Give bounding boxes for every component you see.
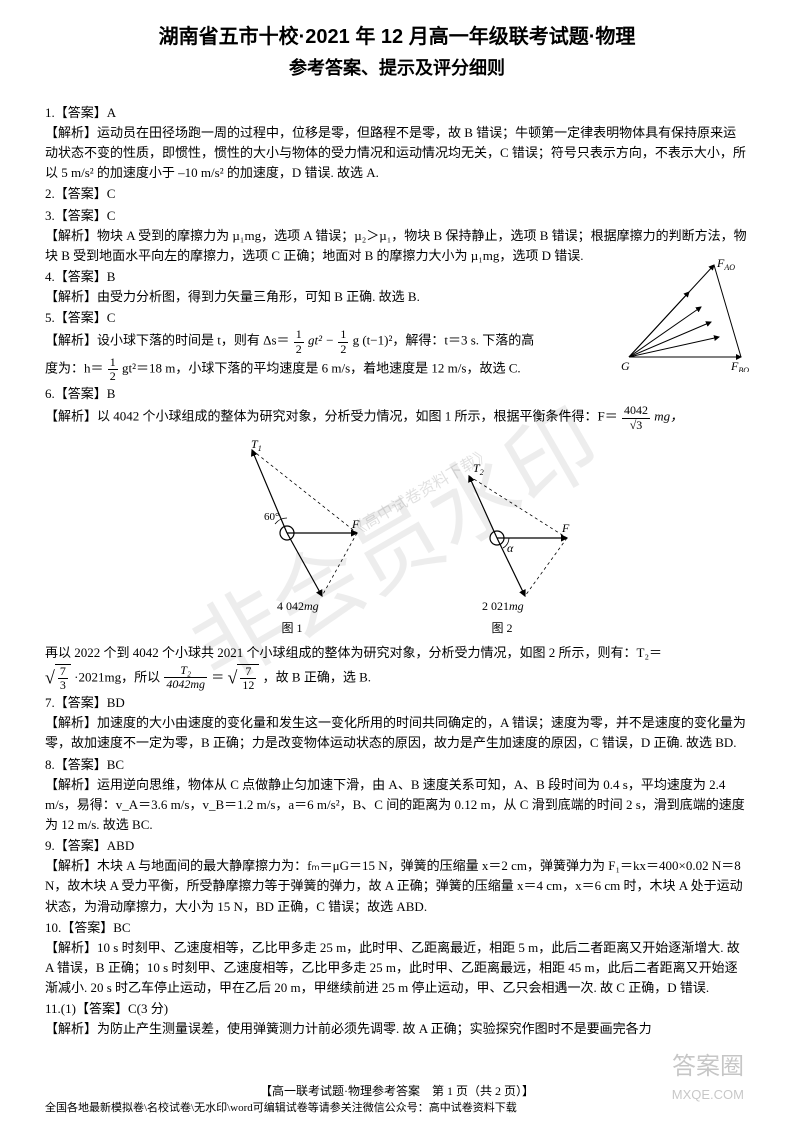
q7: 7.【答案】BD 【解析】加速度的大小由速度的变化量和发生这一变化所用的时间共同… [45,693,749,753]
q7-exp: 加速度的大小由速度的变化量和发生这一变化所用的时间共同确定的，A 错误；速度为零… [45,715,746,750]
ans-label: 【答案】 [55,838,107,853]
q8-exp: 运用逆向思维，物体从 C 点做静止匀加速下滑，由 A、B 速度关系可知，A、B … [45,777,745,832]
ans-label: 【答案】 [55,105,107,120]
q3-answer: C [107,208,116,223]
q10-answer: BC [113,920,130,935]
q6-exp2-prefix: 再以 2022 个到 4042 个小球共 2021 个小球组成的整体为研究对象，… [45,645,662,660]
exp-label: 【解析】 [45,125,97,140]
q6-mid: mg， [654,409,683,424]
svg-text:FAO: FAO [716,257,735,272]
exp-label: 【解析】 [45,858,97,873]
frac: 4042√3 [622,404,650,431]
q9: 9.【答案】ABD 【解析】木块 A 与地面间的最大静摩擦力为：fₘ＝μG＝15… [45,836,749,917]
ans-label: 【答案】 [55,386,107,401]
footer: 【高一联考试题·物理参考答案 第 1 页（共 2 页）】 [0,1082,794,1101]
q7-answer: BD [107,695,125,710]
q6-fig1-svg: T1 60° F 4 042mg [217,438,367,613]
sqrt: √73 [45,664,71,693]
q2: 2.【答案】C [45,184,749,204]
exp-label: 【解析】 [45,715,97,730]
q9-exp: 木块 A 与地面间的最大静摩擦力为：fₘ＝μG＝15 N，弹簧的压缩量 x＝2 … [45,858,743,913]
exp-label: 【解析】 [45,228,97,243]
q6-exp2-mid2: ＝ [211,669,224,684]
q6-fig2-svg: T2 α F 2 021mg [427,438,577,613]
q5-mid1: gt² − [308,333,337,348]
q8: 8.【答案】BC 【解析】运用逆向思维，物体从 C 点做静止匀加速下滑，由 A、… [45,755,749,836]
frac: 12 [108,356,118,383]
sqrt: √712 [228,664,260,693]
q4-num: 4. [45,269,55,284]
ans-label: 【答案】 [55,310,107,325]
svg-text:T2: T2 [473,461,484,477]
ans-label: 【答案】 [55,757,107,772]
q5-num: 5. [45,310,55,325]
subtitle: 参考答案、提示及评分细则 [45,55,749,83]
q6-exp2-suffix: ，故 B 正确，选 B. [263,669,371,684]
q8-answer: BC [107,757,124,772]
q4-exp: 由受力分析图，得到力矢量三角形，可知 B 正确. 故选 B. [97,289,420,304]
svg-text:4 042mg: 4 042mg [277,599,319,613]
q5-exp-prefix: 设小球下落的时间是 t，则有 Δs＝ [97,333,290,348]
title: 湖南省五市十校·2021 年 12 月高一年级联考试题·物理 [45,22,749,53]
ans-label: 【答案】 [55,269,107,284]
svg-text:F: F [351,517,360,531]
svg-text:α: α [507,541,514,555]
force-triangle-svg: G FAO FBO [619,257,749,372]
q3-num: 3. [45,208,55,223]
q2-answer: C [107,186,116,201]
q5-answer: C [107,310,116,325]
q6-fig1-caption: 图 1 [217,619,367,638]
q11-exp: 为防止产生测量误差，使用弹簧测力计前必须先调零. 故 A 正确；实验探究作图时不… [97,1021,652,1036]
exp-label: 【解析】 [45,1021,97,1036]
q6: 6.【答案】B 【解析】以 4042 个小球组成的整体为研究对象，分析受力情况，… [45,384,749,692]
svg-text:60°: 60° [264,511,279,523]
frac: 12 [338,328,348,355]
exp-label: 【解析】 [45,333,97,348]
exp-label: 【解析】 [45,409,97,424]
svg-text:2 021mg: 2 021mg [482,599,524,613]
q6-answer: B [107,386,116,401]
q1-answer: A [107,105,116,120]
q10-num: 10. [45,920,61,935]
q1: 1.【答案】A 【解析】运动员在田径场跑一周的过程中，位移是零，但路程不是零，故… [45,103,749,184]
footer-note: 全国各地最新模拟卷\名校试卷\无水印\word可编辑试卷等请参关注微信公众号：高… [45,1100,749,1117]
q6-exp2-mid1: ·2021mg，所以 [74,669,160,684]
q2-num: 2. [45,186,55,201]
q5-line2-suffix: gt²＝18 m，小球下落的平均速度是 6 m/s，着地速度是 12 m/s，故… [122,360,521,375]
svg-text:F: F [561,521,570,535]
q8-num: 8. [45,757,55,772]
q11-answer: (1)【答案】C(3 分) [61,1001,168,1016]
svg-text:FBO: FBO [730,359,749,372]
q4-answer: B [107,269,116,284]
frac: T₂4042mg [164,664,207,691]
q1-num: 1. [45,105,55,120]
svg-text:T1: T1 [251,438,262,453]
q1-exp: 运动员在田径场跑一周的过程中，位移是零，但路程不是零，故 B 错误；牛顿第一定律… [45,125,746,180]
q10-exp: 10 s 时刻甲、乙速度相等，乙比甲多走 25 m，此时甲、乙距离最近，相距 5… [45,940,740,995]
q5-mid2: g (t−1)²，解得：t＝3 s. 下落的高 [353,333,535,348]
exp-label: 【解析】 [45,289,97,304]
q6-figures: T1 60° F 4 042mg 图 1 [45,438,749,638]
ans-label: 【答案】 [55,695,107,710]
exp-label: 【解析】 [45,940,97,955]
ans-label: 【答案】 [55,208,107,223]
q6-num: 6. [45,386,55,401]
q5-line2-prefix: 度为：h＝ [45,360,104,375]
q7-num: 7. [45,695,55,710]
q9-num: 9. [45,838,55,853]
fig-label-G: G [621,359,630,372]
q11-num: 11. [45,1001,61,1016]
q6-fig2-caption: 图 2 [427,619,577,638]
exp-label: 【解析】 [45,777,97,792]
ans-label: 【答案】 [55,186,107,201]
q9-answer: ABD [107,838,134,853]
watermark-corner1: 答案圈 [672,1048,744,1085]
q6-exp1-prefix: 以 4042 个小球组成的整体为研究对象，分析受力情况，如图 1 所示，根据平衡… [97,409,618,424]
q11: 11.(1)【答案】C(3 分) 【解析】为防止产生测量误差，使用弹簧测力计前必… [45,999,749,1039]
frac: 12 [294,328,304,355]
ans-label: 【答案】 [61,920,113,935]
q10: 10.【答案】BC 【解析】10 s 时刻甲、乙速度相等，乙比甲多走 25 m，… [45,918,749,999]
q4-figure: G FAO FBO [619,257,749,378]
